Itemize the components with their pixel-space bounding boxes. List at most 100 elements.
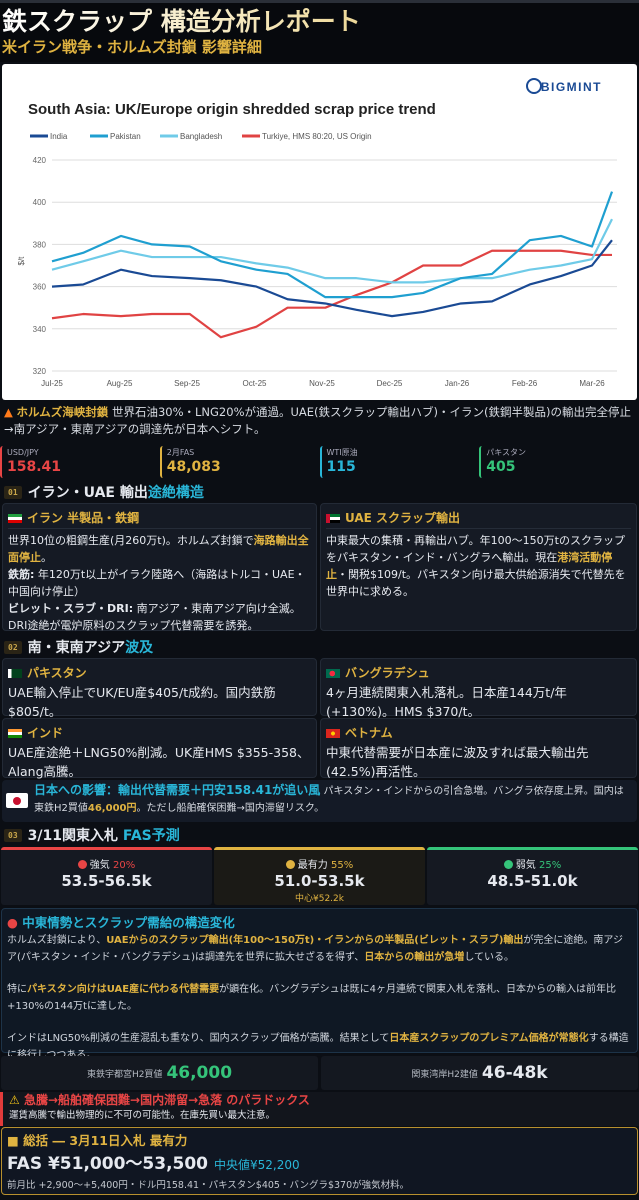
bangladesh-flag-icon — [326, 668, 340, 678]
scenario-label: 弱気 — [515, 860, 536, 871]
iran-card: イラン 半製品・鉄鋼 世界10位の粗鋼生産(月260万t)。ホルムズ封鎖で海路輸… — [2, 503, 317, 632]
stat-tile: 2月FAS 48,083 — [159, 446, 316, 478]
y-tick-label: 360 — [33, 283, 47, 292]
stat-tile: パキスタン 405 — [479, 446, 635, 478]
uae-flag-icon — [326, 513, 340, 523]
bigmint-logo: BIGMINT — [541, 80, 602, 94]
text-segment: が完全に途絶。南アジア(パキスタン・インド・バングラデシュ)は調達先を世界に拡大… — [7, 935, 624, 963]
pin-icon: ● — [7, 915, 18, 930]
summary-title: 総括 ― 3月11日入札 最有力 — [23, 1133, 188, 1148]
price-tile-kanto-bay: 関東湾岸H2建値 46-48k — [321, 1056, 638, 1090]
legend-entry: Turkiye, HMS 80:20, US Origin — [262, 132, 372, 141]
summary-price: FAS ¥51,000〜53,500 — [7, 1154, 209, 1174]
text-segment: ビレット・スラブ・DRI: — [8, 602, 134, 615]
text-segment: パキスタン・インドからの引合急増。バングラ依存度上昇。国内は東鉄H2買値 — [34, 786, 624, 814]
scenario-card: 最有力 55% 51.0-53.5k 中心¥52.2k — [214, 847, 425, 905]
warning-box: ⚠ 急騰→船舶確保困難→国内滞留→急落 のパラドックス 運賃高騰で輸出物理的に不… — [0, 1092, 639, 1126]
iran-p2: 鉄筋: 年120万t以上がイラク陸路へ（海路はトルコ・UAE・中国向け停止） — [8, 566, 311, 600]
section-02-heading: 02 南・東南アジア波及 — [4, 637, 153, 657]
summary-median: 中央値¥52,200 — [214, 1158, 300, 1172]
legend-entry: Pakistan — [110, 132, 141, 141]
section-number: 02 — [4, 640, 22, 654]
country-card-bangladesh: バングラデシュ 4ヶ月連続関東入札落札。日本産144万t/年(+130%)。HM… — [320, 658, 637, 719]
section-01-heading: 01 イラン・UAE 輸出途絶構造 — [4, 482, 204, 502]
country-name: ベトナム — [345, 726, 393, 740]
square-icon: ■ — [7, 1133, 19, 1148]
series-line-turkiye — [51, 249, 612, 339]
country-name: バングラデシュ — [345, 666, 430, 680]
text-segment: ・関税$109/t。パキスタン向け最大供給源消失で代替先を世界中に求める。 — [326, 568, 626, 598]
structure-box: ● 中東情勢とスクラップ需給の構造変化 ホルムズ封鎖により、UAEからのスクラッ… — [1, 908, 638, 1061]
text-segment: 46,000円 — [87, 803, 137, 814]
warning-title: 急騰→船舶確保困難→国内滞留→急落 のパラドックス — [23, 1093, 310, 1107]
card-title: UAE スクラップ輸出 — [345, 511, 461, 525]
country-text: 中東代替需要が日本産に波及すれば最大輸出先(42.5%)再活性。 — [326, 745, 589, 779]
x-tick-label: Aug-25 — [107, 379, 133, 388]
stat-value: 158.41 — [7, 459, 62, 475]
iran-flag-icon — [8, 513, 22, 523]
price-label: 関東湾岸H2建値 — [411, 1069, 478, 1080]
stat-label: パキスタン — [486, 448, 527, 457]
text-segment: している。 — [464, 951, 515, 963]
dot-icon — [503, 860, 513, 869]
fire-icon: ▲ — [4, 405, 13, 419]
warning-body: 運賃高騰で輸出物理的に不可の可能性。在庫先買い最大注意。 — [9, 1110, 276, 1121]
summary-note: 前月比 +2,900〜+5,400円・ドル円158.41・パキスタン$405・バ… — [7, 1180, 410, 1191]
scenario-card: 強気 20% 53.5-56.5k — [1, 847, 212, 905]
text-segment: する構造に移行しつつある。 — [7, 1033, 629, 1061]
scenario-range: 51.0-53.5k — [274, 872, 365, 890]
price-chart-svg: South Asia: UK/Europe origin shredded sc… — [17, 78, 617, 388]
text-segment: UAEからのスクラップ輸出(年100〜150万t)・イランからの半製品(ビレット… — [106, 935, 524, 946]
header: 鉄スクラップ 構造分析レポート 米イラン戦争・ホルムズ封鎖 影響詳細 — [0, 0, 639, 62]
price-label: 東鉄宇都宮H2買値 — [86, 1069, 163, 1080]
price-chart: South Asia: UK/Europe origin shredded sc… — [2, 64, 637, 400]
hormuz-alert: ▲ ホルムズ海峡封鎖 世界石油30%・LNG20%が通過。UAE(鉄スクラップ輸… — [4, 404, 635, 438]
dot-icon — [77, 860, 87, 869]
stat-label: USD/JPY — [7, 448, 39, 457]
structure-title: 中東情勢とスクラップ需給の構造変化 — [22, 915, 235, 930]
text-segment: 港湾活動停止 — [326, 551, 613, 581]
y-tick-label: 400 — [33, 198, 47, 207]
text-segment: 南アジア・東南アジア向け全滅。DRI途絶が電炉原料のスクラップ代替需要を誘発。 — [8, 602, 301, 632]
scenario-label: 強気 — [89, 860, 110, 871]
y-axis-label: $/t — [17, 256, 26, 266]
text-segment: 。 — [41, 551, 52, 564]
section-number: 01 — [4, 485, 22, 499]
page-subtitle: 米イラン戦争・ホルムズ封鎖 影響詳細 — [2, 38, 262, 56]
japan-title: 日本への影響：輸出代替需要＋円安158.41が追い風 — [34, 783, 321, 797]
text-segment: が顕在化。バングラデシュは既に4ヶ月連続で関東入札を落札、日本からの輸入は前年比… — [7, 984, 616, 1012]
text-segment: 年120万t以上がイラク陸路へ（海路はトルコ・UAE・中国向け停止） — [8, 568, 306, 598]
x-tick-label: Jul-25 — [41, 379, 63, 388]
page-title: 鉄スクラップ 構造分析レポート — [2, 7, 637, 37]
stat-tile: WTI原油 115 — [319, 446, 476, 478]
text-segment: パキスタン向けはUAE産に代わる代替需要 — [27, 984, 220, 995]
japan-impact: 日本への影響：輸出代替需要＋円安158.41が追い風 パキスタン・インドからの引… — [2, 780, 637, 822]
structure-p3: インドはLNG50%削減の生産混乱も重なり、国内スクラップ価格が高騰。結果として… — [7, 1031, 632, 1064]
alert-text: 世界石油30%・LNG20%が通過。UAE(鉄スクラップ輸出ハブ)・イラン(鉄鋼… — [4, 405, 631, 436]
y-tick-label: 320 — [33, 367, 47, 376]
stats-row: USD/JPY 158.41 2月FAS 48,083 WTI原油 115 パキスタン 405 — [0, 446, 639, 478]
scenario-pct: 20% — [112, 860, 136, 871]
x-tick-label: Nov-25 — [309, 379, 335, 388]
stat-label: WTI原油 — [326, 448, 358, 457]
series-line-bangladesh — [51, 218, 613, 284]
scenario-range: 53.5-56.5k — [61, 872, 152, 890]
section-accent: FAS予測 — [122, 828, 180, 844]
scenario-card: 弱気 25% 48.5-51.0k — [427, 847, 638, 905]
text-segment: インドはLNG50%削減の生産混乱も重なり、国内スクラップ価格が高騰。結果として — [7, 1033, 390, 1044]
text-segment: 特に — [7, 984, 27, 995]
scenario-range: 48.5-51.0k — [487, 872, 578, 890]
country-card-vietnam: ベトナム 中東代替需要が日本産に波及すれば最大輸出先(42.5%)再活性。 — [320, 718, 637, 779]
y-tick-label: 420 — [33, 156, 47, 165]
stat-label: 2月FAS — [166, 448, 195, 457]
y-tick-label: 340 — [33, 325, 47, 334]
x-tick-label: Feb-26 — [512, 379, 538, 388]
scenario-label: 最有力 — [297, 860, 328, 871]
dot-icon — [285, 860, 295, 869]
bigmint-logo-icon — [526, 78, 542, 94]
x-tick-label: Jan-26 — [445, 379, 470, 388]
legend-entry: Bangladesh — [180, 132, 222, 141]
card-title: イラン 半製品・鉄鋼 — [27, 511, 140, 525]
japan-flag-icon — [6, 793, 28, 808]
section-accent: 途絶構造 — [147, 485, 204, 501]
